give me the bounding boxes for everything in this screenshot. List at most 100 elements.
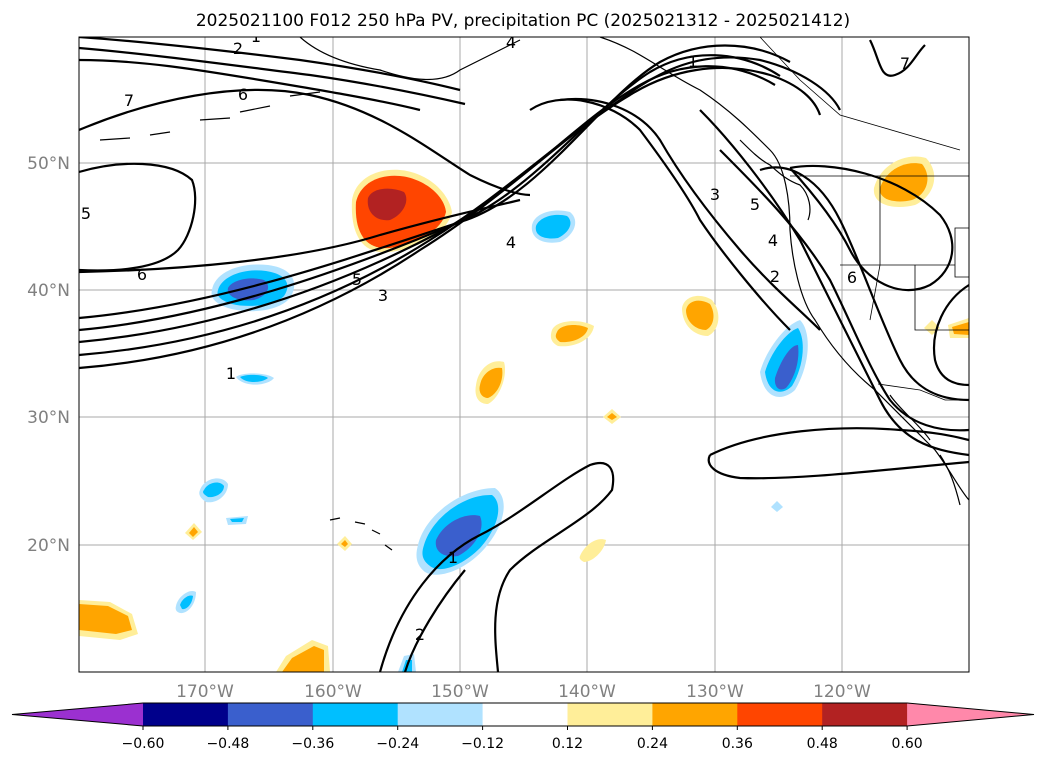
contour-label: 1 — [226, 364, 236, 383]
pv-contour-northeast — [869, 39, 926, 77]
lon-label-120w: 120°W — [813, 682, 871, 702]
border-states-c — [914, 265, 969, 331]
contour-label: 4 — [506, 33, 516, 52]
pv-contour-closed-west — [79, 162, 197, 272]
colorbar-tick-label: −0.60 — [122, 736, 165, 752]
colorbar-segment — [312, 703, 399, 726]
colorbar-tick-label: −0.36 — [291, 736, 334, 752]
map-background — [79, 37, 969, 672]
colorbar-segment — [652, 703, 738, 726]
contour-labels: 1 2 4 1 7 7 6 5 6 5 3 4 3 5 4 2 6 1 1 2 — [81, 27, 910, 644]
precip-blob-45n-143w — [531, 210, 576, 243]
colorbar-tick-label: 0.24 — [637, 736, 668, 752]
colorbar-tick-label: 0.36 — [722, 736, 753, 752]
borders — [759, 37, 969, 401]
precip-blob-small-west — [79, 318, 969, 672]
pv-contours — [79, 37, 969, 672]
coastline-bc-islands — [739, 139, 811, 221]
colorbar-tick-label: 0.12 — [552, 736, 583, 752]
precip-blob-22n-150w — [416, 488, 504, 575]
contour-label: 7 — [124, 91, 134, 110]
border-great-lakes — [954, 227, 969, 278]
pv-contour-upper-b — [79, 46, 466, 106]
contour-label: 3 — [710, 185, 720, 204]
contour-label: 4 — [768, 231, 778, 250]
contour-label: 6 — [238, 85, 248, 104]
contour-label: 2 — [415, 625, 425, 644]
coastline-north-america — [599, 37, 969, 501]
map-panel: 1 2 4 1 7 7 6 5 6 5 3 4 3 5 4 2 6 1 1 2 — [78, 27, 970, 673]
contour-label: 5 — [750, 195, 760, 214]
coastlines — [99, 37, 969, 551]
colorbar-tick-label: 0.48 — [807, 736, 838, 752]
lon-label-150w: 150°W — [431, 682, 489, 702]
pv-contour-5 — [79, 44, 791, 320]
pv-contour-southwest-arm — [707, 454, 969, 480]
pv-contour-7 — [79, 58, 421, 112]
precip-blob-37n-142w — [550, 321, 594, 347]
coastline-hawaii — [329, 517, 393, 551]
colorbar-segment — [567, 703, 653, 726]
colorbar: −0.60 −0.48 −0.36 −0.24 −0.12 0.12 0.24 0.36 0.4… — [11, 702, 1035, 752]
contour-label: 5 — [352, 270, 362, 289]
contour-label: 1 — [448, 548, 458, 567]
pv-contour-trough-c — [759, 166, 969, 402]
contour-label: 4 — [506, 233, 516, 252]
colorbar-extend-high — [907, 703, 1034, 726]
colorbar-tick-label: −0.24 — [376, 736, 419, 752]
precip-blob-ne-pacific — [351, 169, 452, 253]
colorbar-extend-low — [12, 703, 143, 726]
precip-shading — [79, 156, 969, 672]
colorbar-tick-label: −0.48 — [206, 736, 249, 752]
contour-label: 2 — [233, 39, 243, 58]
contour-label: 1 — [688, 52, 698, 71]
colorbar-segment — [397, 703, 484, 726]
pv-contour-4 — [79, 54, 781, 332]
pv-contour-southwest-lower — [709, 427, 969, 456]
contour-label: 2 — [770, 267, 780, 286]
pv-contour-ridge-a — [529, 98, 791, 331]
pv-contour-east-edge — [932, 284, 969, 387]
colorbar-segment — [737, 703, 823, 726]
coastline-aleutians — [99, 91, 321, 141]
precip-blob-34n-148w — [475, 361, 506, 404]
contour-label: 1 — [251, 27, 261, 46]
colorbar-segment — [143, 703, 229, 726]
pv-contour-trough-b — [719, 149, 969, 432]
contour-label: 6 — [847, 268, 857, 287]
pv-contour-ridge-b — [559, 98, 821, 331]
contour-label: 3 — [378, 286, 388, 305]
precip-blob-40n-165w — [211, 264, 295, 312]
latitude-labels: 50°N 40°N 30°N 20°N — [27, 154, 70, 556]
colorbar-tick-label: 0.60 — [892, 736, 923, 752]
map-title: 2025021100 F012 250 hPa PV, precipitatio… — [196, 11, 850, 31]
lon-label-170w: 170°W — [176, 682, 234, 702]
precip-blob-38n-130w — [682, 295, 719, 336]
colorbar-segment — [822, 703, 908, 726]
contour-label: 5 — [81, 204, 91, 223]
lat-label-50n: 50°N — [27, 154, 70, 174]
pv-contour-6b — [79, 88, 531, 197]
pv-contour-subtrop-1 — [378, 462, 615, 672]
lat-label-40n: 40°N — [27, 281, 70, 301]
coastline-mexico-gulf — [889, 394, 961, 506]
pv-contour-cutoff-east — [789, 164, 954, 292]
colorbar-tick-label: −0.12 — [461, 736, 504, 752]
pv-contour-trough-a — [699, 109, 969, 457]
pv-contour-upper-a — [79, 37, 461, 92]
coastline-alaska — [299, 37, 521, 80]
contour-label: 6 — [137, 265, 147, 284]
border-states-b — [869, 176, 881, 321]
pv-contour-6a — [79, 198, 521, 274]
precip-blob-47n-116w — [873, 156, 935, 207]
border-us-mexico — [877, 383, 969, 401]
lon-label-140w: 140°W — [558, 682, 616, 702]
lon-label-160w: 160°W — [304, 682, 362, 702]
colorbar-segment — [227, 703, 314, 726]
precip-blob-34n-125w — [760, 320, 808, 397]
longitude-labels: 170°W 160°W 150°W 140°W 130°W 120°W — [176, 682, 871, 702]
contour-label: 7 — [900, 54, 910, 73]
map-frame — [78, 36, 970, 673]
lat-label-20n: 20°N — [27, 536, 70, 556]
